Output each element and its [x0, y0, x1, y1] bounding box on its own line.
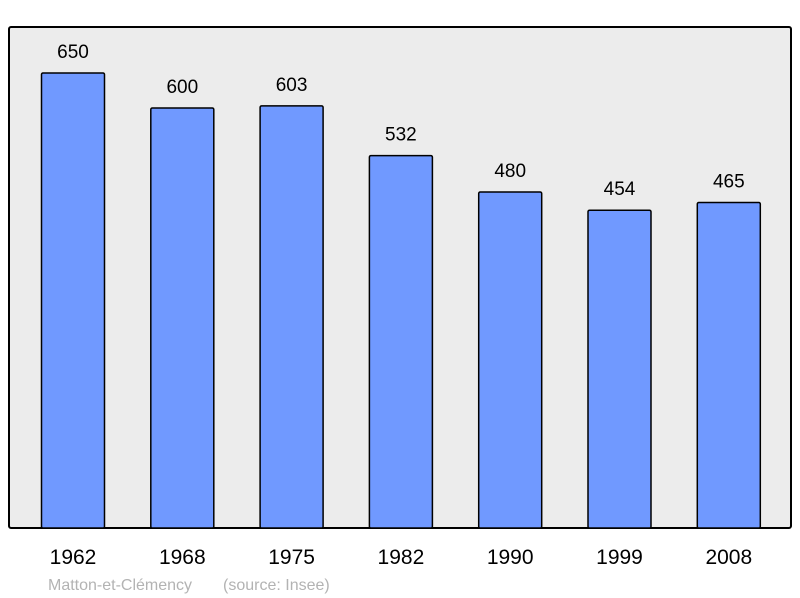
- data-label-2008: 465: [713, 172, 745, 193]
- footer-place: Matton-et-Clémency: [48, 577, 192, 594]
- bar-1962: [40, 72, 106, 529]
- data-label-1990: 480: [494, 161, 526, 182]
- x-tick-2008: 2008: [705, 546, 752, 569]
- bar-1968: [150, 107, 215, 529]
- data-label-1982: 532: [385, 125, 417, 146]
- data-label-1999: 454: [604, 179, 636, 200]
- bar-1990: [477, 191, 543, 529]
- bar-1999: [587, 209, 652, 529]
- x-tick-1990: 1990: [487, 546, 534, 569]
- data-label-1968: 600: [166, 77, 198, 98]
- x-tick-1968: 1968: [159, 546, 206, 569]
- x-tick-1982: 1982: [378, 546, 425, 569]
- data-label-1962: 650: [57, 42, 89, 63]
- bar-1982: [368, 154, 434, 529]
- x-tick-1962: 1962: [50, 546, 97, 569]
- x-tick-1999: 1999: [596, 546, 643, 569]
- x-tick-1975: 1975: [268, 546, 315, 569]
- footer-source: (source: Insee): [223, 577, 330, 594]
- bar-2008: [696, 201, 762, 529]
- data-label-1975: 603: [276, 75, 308, 96]
- bar-1975: [259, 105, 324, 529]
